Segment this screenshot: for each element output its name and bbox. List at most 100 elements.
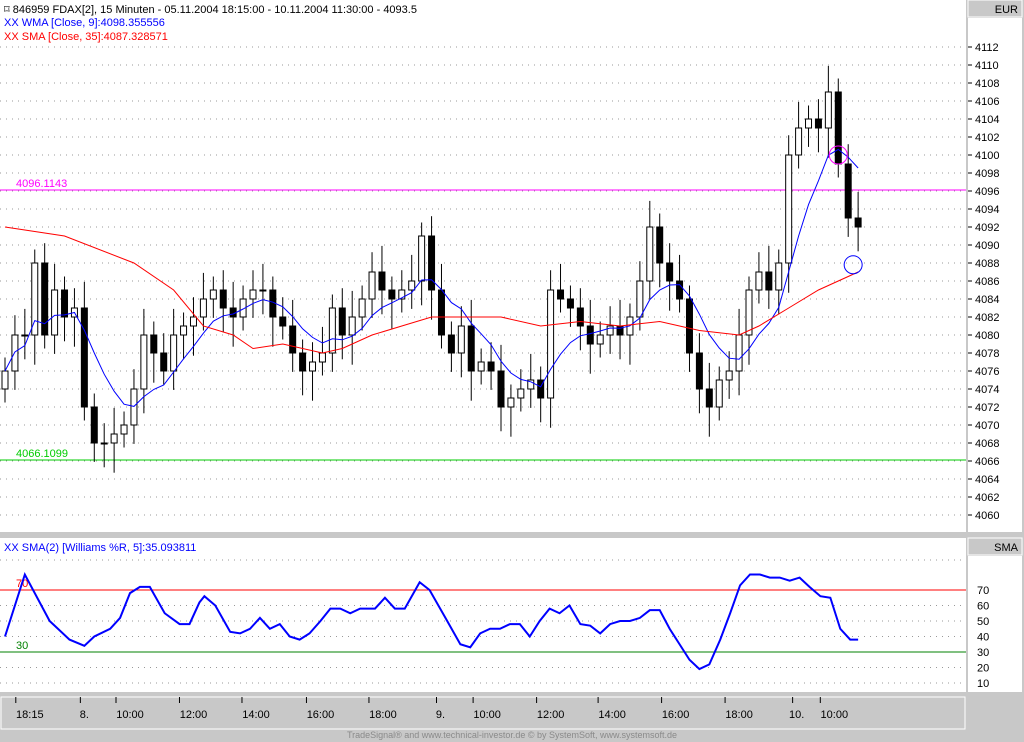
time-axis-label: 18:15 xyxy=(16,709,44,721)
price-axis-label: 4102 xyxy=(975,132,999,144)
candle-up xyxy=(715,379,723,408)
candle-up xyxy=(110,433,118,444)
oscillator-level-label: 30 xyxy=(16,640,28,652)
candle-up xyxy=(418,235,426,282)
sma-legend[interactable]: XX SMA [Close, 35]:4087.328571 xyxy=(4,31,168,43)
time-axis-label: 12:00 xyxy=(537,709,565,721)
candle-up xyxy=(408,280,416,291)
horizontal-level-label: 4066.1099 xyxy=(16,448,68,460)
candle-down xyxy=(576,307,584,327)
price-axis-label: 4096 xyxy=(975,186,999,198)
price-axis-unit: EUR xyxy=(995,4,1018,16)
williams-r-line xyxy=(4,571,859,671)
oscillator-pane xyxy=(0,538,966,692)
candle-up xyxy=(824,91,832,129)
candle-down xyxy=(586,325,594,345)
candle-up xyxy=(636,280,644,318)
time-axis-label: 14:00 xyxy=(598,709,626,721)
candle-down xyxy=(279,316,287,327)
price-axis-label: 4074 xyxy=(975,384,999,396)
candle-up xyxy=(199,298,207,318)
price-axis-label: 4086 xyxy=(975,276,999,288)
candle-down xyxy=(765,271,773,291)
price-axis-label: 4104 xyxy=(975,114,999,126)
candle-up xyxy=(239,298,247,318)
footer-copyright: TradeSignal® and www.technical-investor.… xyxy=(346,730,678,740)
oscillator-axis-label: 50 xyxy=(977,616,989,628)
time-axis-label: 18:00 xyxy=(725,709,753,721)
candle-up xyxy=(209,289,217,300)
price-axis-label: 4100 xyxy=(975,150,999,162)
candle-up xyxy=(477,361,485,372)
candle-down xyxy=(844,163,852,219)
candle-up xyxy=(1,370,9,390)
candle-down xyxy=(447,334,455,354)
candle-down xyxy=(378,271,386,291)
signal-marker xyxy=(828,145,848,165)
price-axis-label: 4110 xyxy=(975,60,999,72)
candle-up xyxy=(745,289,753,336)
wma-line xyxy=(4,148,859,407)
candle-up xyxy=(249,289,257,300)
candle-up xyxy=(189,316,197,327)
price-axis-header xyxy=(967,0,1023,18)
candle-up xyxy=(130,388,138,426)
candle-up xyxy=(180,325,188,336)
wma-legend[interactable]: XX WMA [Close, 9]:4098.355556 xyxy=(4,17,165,29)
oscillator-axis-label: 20 xyxy=(977,663,989,675)
candle-down xyxy=(487,361,495,372)
price-pane xyxy=(0,0,966,532)
candle-up xyxy=(527,379,535,390)
candle-up xyxy=(328,307,336,354)
candle-up xyxy=(309,361,317,372)
candle-up xyxy=(120,424,128,435)
candle-up xyxy=(170,334,178,372)
candle-down xyxy=(61,289,69,318)
candle-up xyxy=(606,325,614,336)
candle-down xyxy=(656,226,664,264)
price-axis-label: 4064 xyxy=(975,474,999,486)
candle-up xyxy=(140,334,148,390)
chart-title: ⌑ 846959 FDAX[2], 15 Minuten - 05.11.200… xyxy=(4,3,417,16)
candle-up xyxy=(805,118,813,129)
price-axis-label: 4082 xyxy=(975,312,999,324)
price-axis-label: 4088 xyxy=(975,258,999,270)
candle-up xyxy=(358,298,366,318)
price-axis-label: 4092 xyxy=(975,222,999,234)
price-axis-label: 4060 xyxy=(975,510,999,522)
price-axis-label: 4112 xyxy=(975,42,999,54)
time-axis-label: 10:00 xyxy=(473,709,501,721)
time-axis-label: 18:00 xyxy=(369,709,397,721)
candle-down xyxy=(497,370,505,408)
candle-down xyxy=(289,325,297,354)
candle-down xyxy=(338,307,346,336)
price-axis-label: 4076 xyxy=(975,366,999,378)
candle-down xyxy=(685,298,693,354)
candle-up xyxy=(51,289,59,336)
candle-down xyxy=(80,307,88,408)
candle-up xyxy=(755,271,763,291)
oscillator-axis xyxy=(968,556,1022,692)
price-axis-label: 4072 xyxy=(975,402,999,414)
candle-up xyxy=(646,226,654,282)
candle-up xyxy=(735,334,743,372)
candle-up xyxy=(259,289,267,292)
price-axis-label: 4084 xyxy=(975,294,999,306)
chart-settings-icon[interactable]: ⌑ xyxy=(4,4,10,16)
time-axis-label: 14:00 xyxy=(242,709,270,721)
candle-down xyxy=(428,235,436,291)
candle-up xyxy=(725,370,733,381)
time-axis xyxy=(0,696,966,730)
price-axis-label: 4078 xyxy=(975,348,999,360)
oscillator-legend[interactable]: XX SMA(2) [Williams %R, 5]:35.093811 xyxy=(4,542,197,554)
candle-up xyxy=(596,334,604,345)
candle-down xyxy=(666,262,674,282)
time-axis-label: 16:00 xyxy=(662,709,690,721)
candle-up xyxy=(795,127,803,156)
chart-title-text: 846959 FDAX[2], 15 Minuten - 05.11.2004 … xyxy=(12,4,417,16)
candle-down xyxy=(814,118,822,129)
horizontal-level-label: 4096.1143 xyxy=(16,178,67,190)
oscillator-axis-label: 30 xyxy=(977,647,989,659)
candle-down xyxy=(437,289,445,336)
oscillator-axis-label: 70 xyxy=(977,585,989,597)
